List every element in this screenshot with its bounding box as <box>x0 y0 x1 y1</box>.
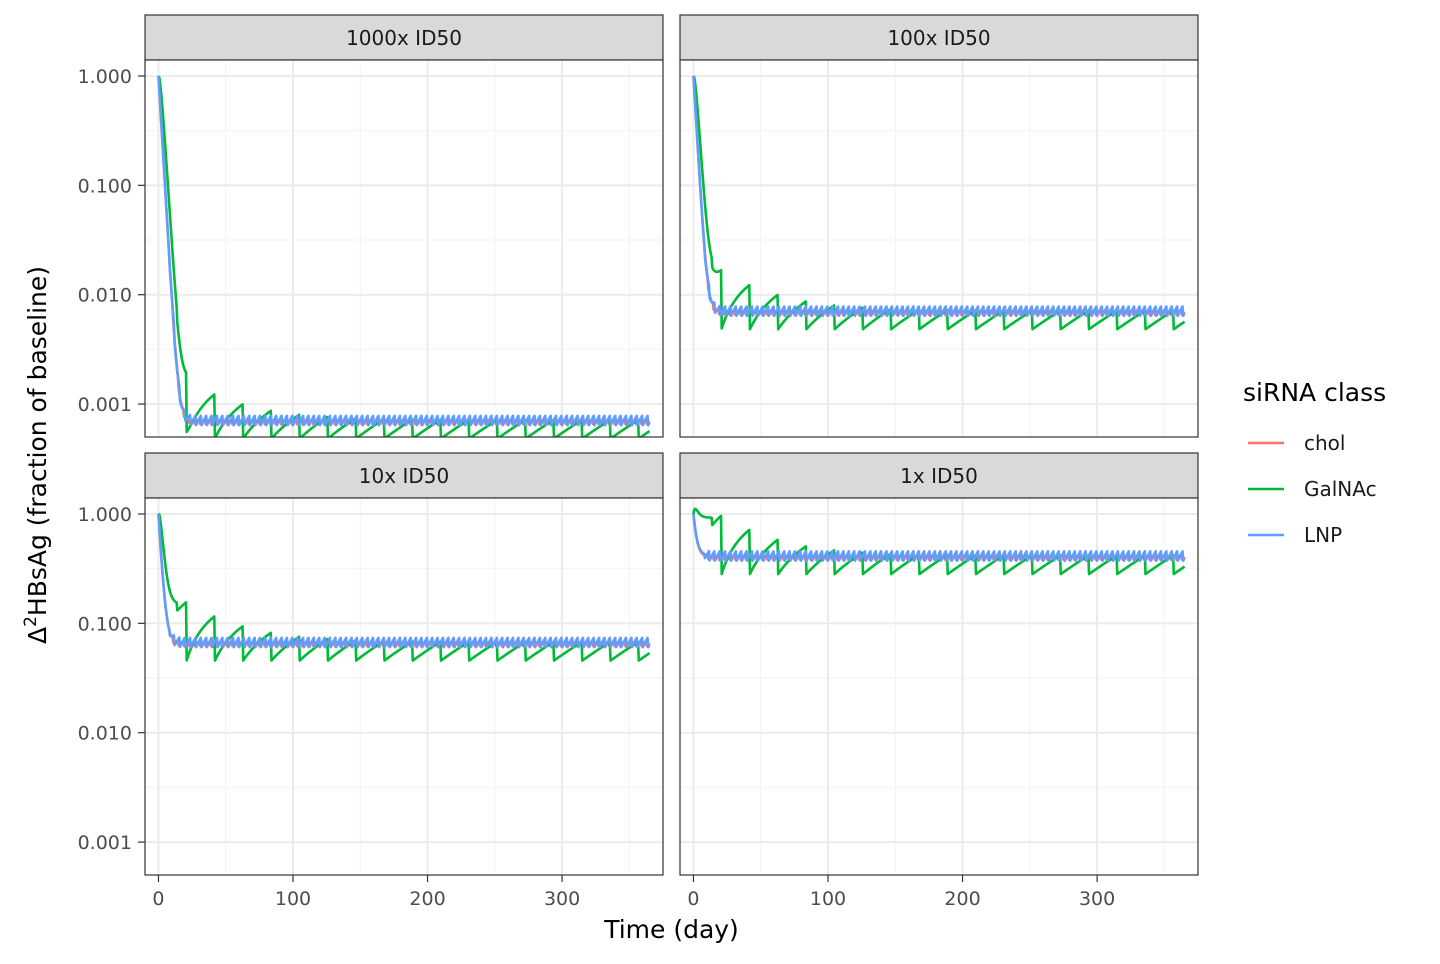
facet-label-3: 1x ID50 <box>900 464 978 488</box>
x-tick-label: 200 <box>944 888 980 910</box>
facet-strip-0 <box>144 14 664 61</box>
series-line-lnp-panel-3 <box>692 513 1186 563</box>
facet-label-0: 1000x ID50 <box>346 26 462 50</box>
series-line-lnp-panel-0 <box>157 75 651 427</box>
facet-strip-2 <box>144 452 664 499</box>
x-tick-label: 0 <box>152 888 164 910</box>
series-line-galnac-panel-3 <box>692 507 1186 576</box>
series-line-lnp-panel-1 <box>692 75 1186 318</box>
panel-bg-1 <box>680 60 1198 437</box>
panel-border-2 <box>144 497 664 876</box>
y-tick-label: 0.100 <box>78 613 132 635</box>
x-tick-label: 200 <box>409 888 445 910</box>
facet-strip-1 <box>679 14 1199 61</box>
x-tick-label: 100 <box>810 888 846 910</box>
y-axis-title: Δ2HBsAg (fraction of baseline) <box>21 266 52 644</box>
legend-label-lnp: LNP <box>1304 523 1342 547</box>
series-line-galnac-panel-2 <box>157 512 651 662</box>
x-axis-title: Time (day) <box>603 915 739 944</box>
legend-label-chol: chol <box>1304 431 1345 455</box>
y-tick-label: 0.010 <box>78 285 132 307</box>
y-tick-label: 0.001 <box>78 832 132 854</box>
panel-border-0 <box>144 59 664 438</box>
y-tick-label: 1.000 <box>78 66 132 88</box>
x-tick-label: 0 <box>687 888 699 910</box>
legend-label-galnac: GalNAc <box>1304 477 1377 501</box>
y-tick-label: 1.000 <box>78 504 132 526</box>
series-line-galnac-panel-0 <box>157 75 651 437</box>
panel-bg-0 <box>145 60 663 437</box>
panel-border-3 <box>679 497 1199 876</box>
facet-label-2: 10x ID50 <box>359 464 449 488</box>
series-line-galnac-panel-1 <box>692 75 1186 331</box>
y-tick-label: 0.010 <box>78 723 132 745</box>
y-tick-label: 0.100 <box>78 175 132 197</box>
x-tick-label: 300 <box>544 888 580 910</box>
facet-strip-3 <box>679 452 1199 499</box>
y-tick-label: 0.001 <box>78 394 132 416</box>
series-line-lnp-panel-2 <box>157 513 651 649</box>
x-tick-label: 100 <box>275 888 311 910</box>
facet-label-1: 100x ID50 <box>887 26 990 50</box>
legend-title: siRNA class <box>1243 378 1386 407</box>
x-tick-label: 300 <box>1079 888 1115 910</box>
panel-border-1 <box>679 59 1199 438</box>
panel-bg-2 <box>145 498 663 875</box>
